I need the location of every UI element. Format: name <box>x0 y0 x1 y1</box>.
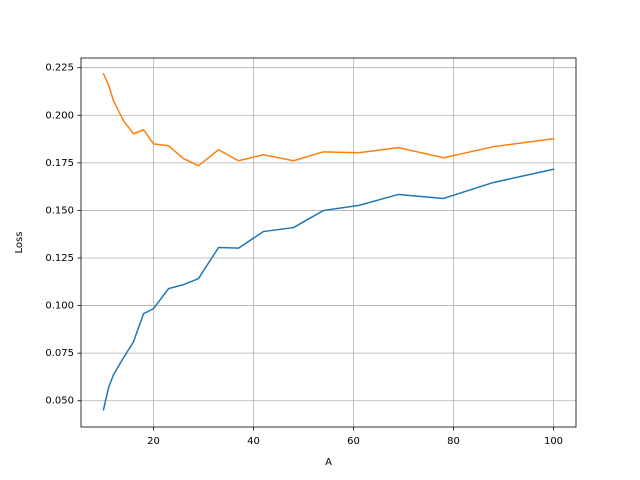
x-tick-label: 80 <box>447 436 460 447</box>
line-series <box>102 168 555 411</box>
x-tick-label: 60 <box>347 436 360 447</box>
line-series <box>102 72 555 167</box>
y-axis-label: Loss <box>14 232 25 254</box>
ticks-layer: 20 40 60 80 100 0.050 0.075 0.100 0.125 0.150 0.17… <box>45 63 563 447</box>
y-tick-label: 0.075 <box>45 348 74 359</box>
y-tick-label: 0.150 <box>45 205 74 216</box>
axes-frame <box>80 57 577 428</box>
x-tick-label: 40 <box>247 436 260 447</box>
lines-layer <box>102 72 555 411</box>
y-tick-label: 0.100 <box>45 301 74 312</box>
y-tick-label: 0.225 <box>45 63 74 74</box>
y-tick-label: 0.175 <box>45 158 74 169</box>
x-tick-label: 20 <box>147 436 160 447</box>
y-tick-label: 0.200 <box>45 110 74 121</box>
x-axis-label: A <box>325 457 332 468</box>
grid-layer <box>81 58 576 427</box>
y-tick-label: 0.050 <box>45 396 74 407</box>
y-tick-label: 0.125 <box>45 253 74 264</box>
x-tick-label: 100 <box>544 436 563 447</box>
